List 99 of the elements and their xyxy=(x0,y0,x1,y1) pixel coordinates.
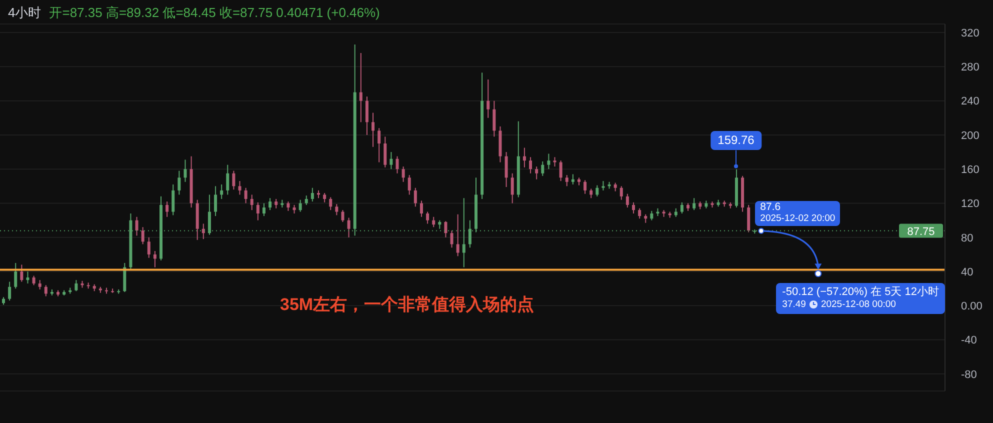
annotation: 2025-12-08 00:00 xyxy=(820,298,896,311)
candlestick xyxy=(396,156,399,174)
candlestick xyxy=(504,152,508,188)
candlestick xyxy=(456,214,460,257)
candlestick xyxy=(565,174,568,187)
candlestick xyxy=(335,204,338,216)
candlestick xyxy=(378,128,381,163)
candlestick xyxy=(365,96,368,136)
candlestick xyxy=(141,226,144,245)
candlestick xyxy=(402,166,405,182)
candlestick xyxy=(535,166,538,180)
annotation: 2025-12-02 20:00 xyxy=(760,213,836,224)
candlestick xyxy=(390,152,393,170)
candlestick xyxy=(232,170,236,190)
annotation: 159.76 xyxy=(718,133,754,148)
candlestick xyxy=(522,147,526,168)
candlestick xyxy=(529,156,532,174)
candlestick xyxy=(135,216,138,236)
candlestick xyxy=(426,211,430,224)
annotation: 87.6 xyxy=(760,200,781,213)
candlestick xyxy=(414,187,417,208)
ref-line-label: 87.75 xyxy=(907,226,935,238)
y-tick-label: 0.00 xyxy=(961,300,982,313)
candlestick xyxy=(559,160,562,182)
candlestick xyxy=(8,281,12,302)
y-tick-label: 280 xyxy=(961,62,980,74)
candlestick xyxy=(632,202,635,214)
y-tick-label: 240 xyxy=(961,96,980,108)
candlestick xyxy=(638,208,642,220)
candlestick xyxy=(510,172,514,204)
candlestick xyxy=(214,186,218,217)
candlestick xyxy=(347,217,350,238)
candlestick xyxy=(166,201,169,218)
candlestick xyxy=(692,198,696,211)
y-tick-label: 160 xyxy=(961,164,980,176)
candlestick xyxy=(408,174,411,196)
y-tick-label: -40 xyxy=(961,334,977,347)
chart-title: 4小时 xyxy=(8,5,42,20)
annotation: -50.12 (−57.20%) 在 5天 12小时 xyxy=(782,286,939,298)
candlestick xyxy=(372,112,375,148)
chart-subtitle: 开=87.35 高=89.32 低=84.45 收=87.75 0.40471 (+0.46%) xyxy=(49,5,380,20)
candlestick xyxy=(298,199,302,212)
candlestick xyxy=(262,202,266,217)
candlestick xyxy=(450,230,454,248)
candlestick xyxy=(584,180,587,194)
candlestick xyxy=(250,194,254,211)
candlestick xyxy=(492,100,496,138)
candlestick xyxy=(256,202,260,221)
candlestick xyxy=(147,236,150,258)
candlestick xyxy=(20,264,24,282)
candlestick xyxy=(420,200,423,218)
candlestick xyxy=(341,210,344,223)
candlestick xyxy=(323,192,326,203)
candlestick xyxy=(274,198,278,209)
candlestick xyxy=(44,284,48,297)
candlestick xyxy=(172,184,175,216)
candlestick xyxy=(553,156,556,168)
candlestick xyxy=(226,164,230,196)
candlestick xyxy=(547,153,550,170)
candlestick xyxy=(541,160,544,176)
candlestick xyxy=(304,195,308,206)
candlestick xyxy=(620,186,623,200)
candlestick xyxy=(747,204,750,233)
candlestick xyxy=(220,184,224,200)
candlestick xyxy=(626,193,629,208)
annotation: 37.49 xyxy=(782,298,806,311)
candlestick xyxy=(571,174,574,185)
y-tick-label: 200 xyxy=(961,130,980,142)
candlestick xyxy=(153,250,156,268)
annotation: 35M左右，一个非常值得入场的点 xyxy=(280,295,534,314)
candlestick xyxy=(590,188,593,199)
candlestick xyxy=(359,52,362,123)
candlestick xyxy=(596,184,599,197)
candlestick xyxy=(286,201,290,212)
candlestick xyxy=(244,187,248,204)
candlestick xyxy=(432,216,436,228)
candlestick xyxy=(74,280,78,292)
y-tick-label: 120 xyxy=(961,198,980,210)
candlestick xyxy=(178,170,181,196)
candlestick xyxy=(650,210,654,221)
y-tick-label: -80 xyxy=(961,368,977,381)
candlestick xyxy=(32,275,36,286)
candlestick xyxy=(14,262,18,290)
candlestick xyxy=(268,198,272,211)
candlestick xyxy=(329,196,332,211)
candlestick xyxy=(123,262,126,292)
y-tick-label: 80 xyxy=(961,232,974,244)
candlestick xyxy=(602,180,605,191)
candlestick xyxy=(238,180,242,196)
candlestick xyxy=(384,136,387,168)
candlestick xyxy=(38,280,42,290)
y-tick-label: 40 xyxy=(961,266,974,278)
candlestick xyxy=(444,220,448,238)
candlestick xyxy=(310,187,314,202)
candlestick xyxy=(26,271,30,284)
candlestick xyxy=(184,159,187,182)
candlestick xyxy=(486,78,490,118)
candlestick xyxy=(680,202,684,214)
y-tick-label: 320 xyxy=(961,27,980,40)
